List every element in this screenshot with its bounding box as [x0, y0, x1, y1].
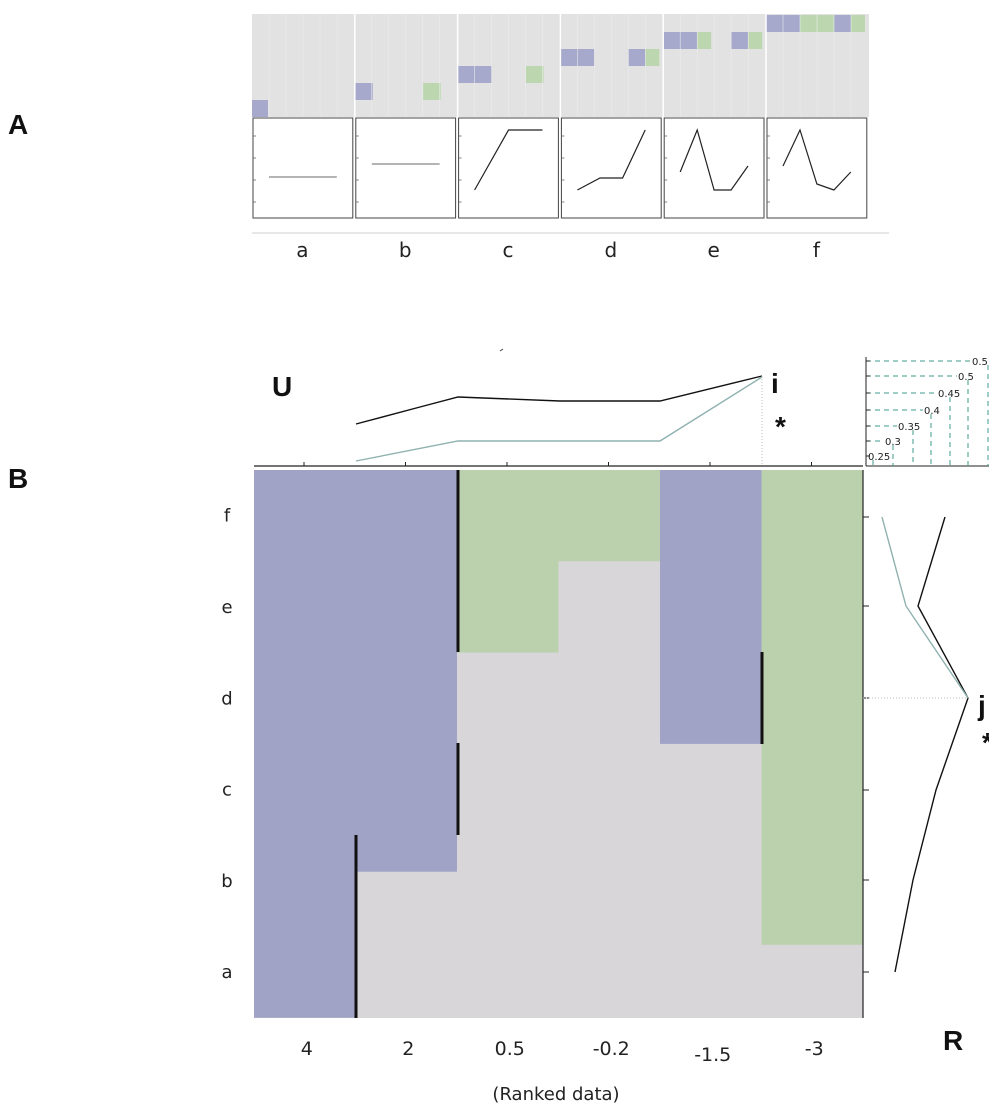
panel-a-profile-line [782, 128, 852, 191]
scale-label: 0.3 [885, 437, 901, 448]
panel-a-profile-line [474, 129, 543, 191]
panel-label-a: A [8, 109, 28, 140]
panel-a-column-label: c [503, 238, 514, 262]
panel-a-profile-box [355, 117, 457, 219]
x-tick-label: 0.5 [495, 1038, 525, 1060]
panel-a-profile-box [252, 117, 354, 219]
scale-label: 0.35 [898, 422, 920, 433]
panel-a-cell [748, 32, 763, 49]
matrix-column-bars [254, 470, 863, 1018]
row-label: d [221, 688, 232, 709]
panel-a-profile-line [679, 128, 749, 191]
panel-a-column-label: d [604, 238, 617, 262]
x-tick-label: -3 [805, 1038, 824, 1060]
scale-label: 0.45 [938, 389, 960, 400]
scale-label: 0.4 [924, 406, 940, 417]
panel-a-cell [628, 49, 647, 66]
r-curve-black [894, 516, 969, 973]
r-plot [862, 470, 969, 1018]
row-label: e [221, 597, 232, 618]
x-tick-labels: 4 2 0.5 -0.2 -1.5 -3 [301, 1038, 824, 1066]
panel-a-dividers [268, 14, 852, 117]
panel-a-grid [252, 14, 869, 117]
panel-a-profile-line [577, 129, 646, 191]
panel-a-cell [697, 32, 712, 49]
matrix-column-bar [761, 470, 863, 945]
panel-a-column-label: f [813, 238, 821, 262]
u-plot [254, 348, 863, 467]
row-labels: f e d c b a [221, 506, 232, 984]
matrix-dividers [354, 470, 764, 1018]
row-label: c [222, 780, 232, 801]
panel-a-cell [731, 32, 750, 49]
u-curve-teal [355, 376, 763, 462]
panel-a-cell [851, 15, 865, 32]
panel-a-cell [354, 83, 373, 100]
panel-a-column-label: b [399, 238, 412, 262]
row-label: a [221, 962, 232, 983]
matrix-column-bar [355, 470, 457, 872]
scale-label: 0.5 [972, 357, 988, 368]
panel-label-r: R [943, 1025, 963, 1056]
u-axis-ticks [303, 462, 812, 466]
panel-a-profile-box [766, 117, 868, 219]
matrix-column-bar [254, 470, 356, 1018]
panel-a-profile-box [458, 117, 559, 219]
panel-a-cell [525, 66, 544, 83]
matrix-column-bar [660, 470, 762, 744]
u-curve-black [355, 375, 763, 425]
marker-i-star: * [775, 411, 786, 442]
x-tick-label: 2 [402, 1038, 414, 1060]
panel-a-column-label: e [707, 238, 719, 262]
panel-a-cells [252, 15, 865, 117]
panel-a-cell [252, 100, 268, 117]
panel-a-column-labels: a b c d e f [296, 238, 821, 262]
marker-j-star: * [982, 727, 989, 758]
r-curve-teal [881, 516, 969, 699]
panel-label-b: B [8, 463, 28, 494]
panel-a-cell [422, 83, 441, 100]
x-tick-label: -0.2 [593, 1038, 630, 1060]
marker-i: i [771, 368, 779, 399]
threshold-scale-inset: 0.25 0.3 0.35 0.4 0.45 0.5 0.5 [865, 357, 989, 467]
panel-label-u: U [272, 371, 292, 402]
u-stray-mark [499, 348, 504, 352]
panel-a-profiles [252, 117, 868, 219]
panel-a-cell [834, 15, 852, 32]
r-axis-ticks [863, 516, 869, 973]
ranked-matrix [254, 470, 863, 1018]
panel-a-profile-box [663, 117, 765, 219]
scale-label: 0.25 [868, 452, 890, 463]
matrix-column-bar [558, 470, 660, 562]
row-label: b [221, 871, 232, 892]
x-tick-label: 4 [301, 1038, 313, 1060]
matrix-column-bar [457, 470, 559, 653]
x-axis-label: (Ranked data) [492, 1084, 619, 1105]
panel-a-profile-box [560, 117, 662, 219]
panel-a-column-label: a [296, 238, 308, 262]
marker-j: j [977, 690, 986, 721]
row-label: f [224, 506, 231, 527]
scale-label: 0.5 [958, 372, 974, 383]
x-tick-label: -1.5 [694, 1044, 731, 1066]
panel-a-cell [645, 49, 660, 66]
